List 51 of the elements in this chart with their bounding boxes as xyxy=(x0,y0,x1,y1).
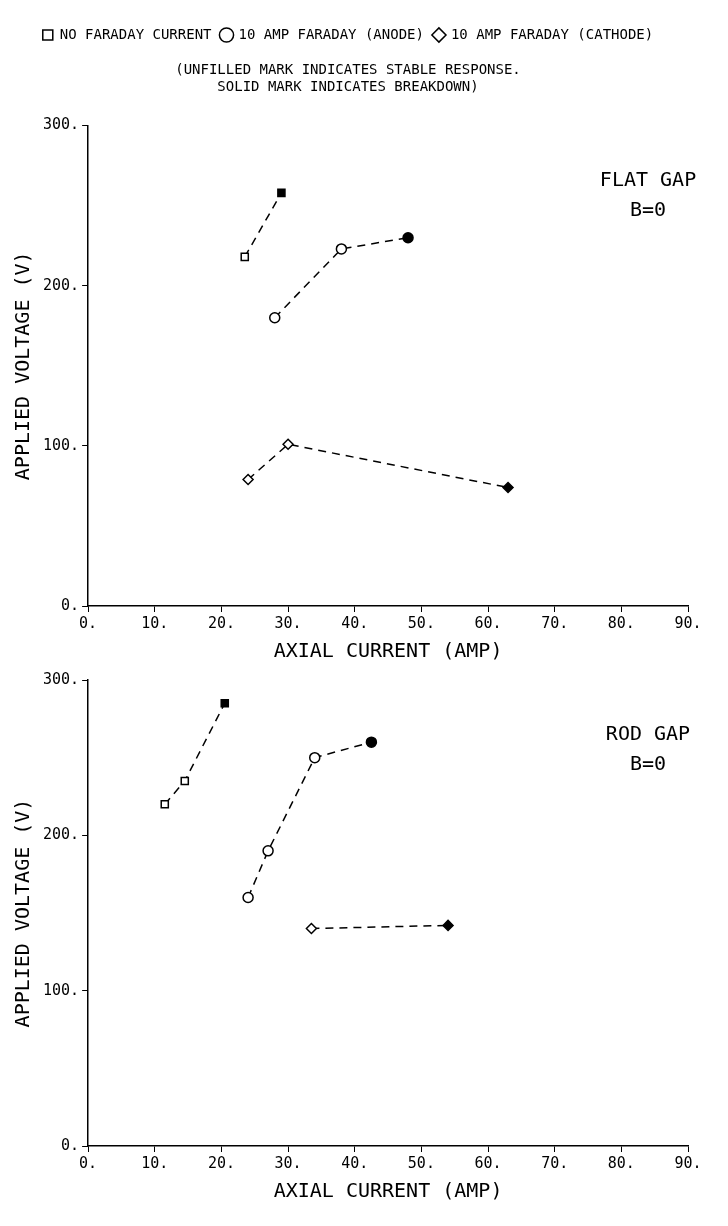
y-axis-title: APPLIED VOLTAGE (V) xyxy=(10,251,35,481)
x-tick-label: 40. xyxy=(341,1153,369,1172)
x-tick-label: 60. xyxy=(474,1153,502,1172)
x-tick-label: 30. xyxy=(274,613,302,632)
x-tick-label: 10. xyxy=(141,1153,169,1172)
x-tick-label: 80. xyxy=(607,613,635,632)
x-tick-label: 70. xyxy=(541,613,569,632)
x-tick-label: 10. xyxy=(141,613,169,632)
point xyxy=(180,776,190,786)
point xyxy=(269,312,281,324)
x-tick-label: 0. xyxy=(79,1153,98,1172)
x-tick-label: 20. xyxy=(207,1153,235,1172)
x-tick-label: 50. xyxy=(407,1153,435,1172)
legend-label: 10 AMP FARADAY (CATHODE) xyxy=(450,25,654,42)
y-tick-label: 200. xyxy=(43,275,80,294)
point xyxy=(262,845,274,857)
annotation: FLAT GAP xyxy=(599,166,697,191)
point xyxy=(242,473,254,486)
x-tick-label: 0. xyxy=(79,613,98,632)
y-tick-label: 300. xyxy=(43,669,80,688)
point xyxy=(308,751,321,764)
y-tick-label: 100. xyxy=(43,980,80,999)
x-tick-label: 90. xyxy=(674,1153,702,1172)
y-tick-label: 300. xyxy=(43,115,80,134)
chart-subtitle: (UNFILLED MARK INDICATES STABLE RESPONSE. SOLID MARK INDICATES BREAKDOWN) xyxy=(175,61,521,94)
annotation: ROD GAP xyxy=(605,721,691,746)
annotation: B=0 xyxy=(629,751,667,776)
y-tick-label: 100. xyxy=(43,435,80,454)
y-tick-label: 200. xyxy=(43,825,80,844)
x-tick-label: 30. xyxy=(274,1153,302,1172)
x-tick-label: 80. xyxy=(607,1153,635,1172)
y-tick-label: 0. xyxy=(61,595,80,614)
point xyxy=(442,919,454,932)
point xyxy=(242,891,254,904)
x-axis-title: AXIAL CURRENT (AMP) xyxy=(273,1178,503,1203)
point xyxy=(277,188,286,198)
legend-label: NO FARADAY CURRENT xyxy=(59,25,213,42)
y-axis-title: APPLIED VOLTAGE (V) xyxy=(10,798,35,1028)
x-tick-label: 20. xyxy=(207,613,235,632)
x-tick-label: 90. xyxy=(674,613,702,632)
annotation: B=0 xyxy=(629,196,667,221)
x-tick-label: 70. xyxy=(541,1153,569,1172)
legend-label: 10 AMP FARADAY (ANODE) xyxy=(238,25,424,42)
point xyxy=(160,799,170,809)
x-axis-title: AXIAL CURRENT (AMP) xyxy=(273,638,503,663)
x-tick-label: 40. xyxy=(341,613,369,632)
y-tick-label: 0. xyxy=(61,1135,80,1154)
point xyxy=(282,438,294,451)
x-tick-label: 50. xyxy=(407,613,435,632)
point xyxy=(335,243,348,255)
x-tick-label: 60. xyxy=(474,613,502,632)
